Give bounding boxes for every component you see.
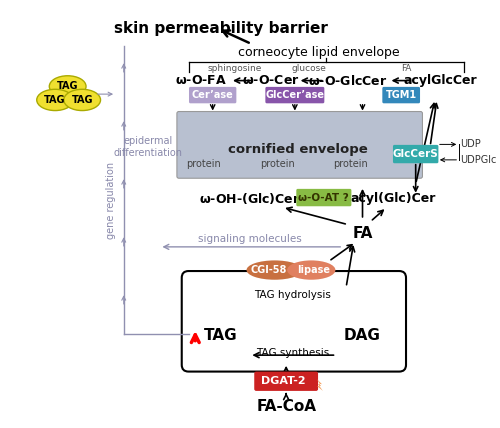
Text: TAG synthesis: TAG synthesis	[256, 348, 330, 358]
Text: TAG hydrolysis: TAG hydrolysis	[254, 290, 332, 300]
Text: $\bf{\omega}$-O-FA: $\bf{\omega}$-O-FA	[175, 74, 227, 87]
Ellipse shape	[50, 76, 86, 97]
Text: GlcCer’ase: GlcCer’ase	[266, 90, 324, 100]
Text: $\bf{\omega}$-O-Cer: $\bf{\omega}$-O-Cer	[242, 74, 300, 87]
FancyBboxPatch shape	[393, 145, 438, 163]
Text: Cer’ase: Cer’ase	[192, 90, 234, 100]
Text: CGI-58: CGI-58	[250, 265, 287, 275]
Text: acyl(Glc)Cer: acyl(Glc)Cer	[351, 192, 436, 205]
Text: epidermal
differentiation: epidermal differentiation	[114, 137, 182, 158]
Text: FA-CoA: FA-CoA	[256, 399, 316, 414]
Ellipse shape	[246, 260, 302, 280]
Text: TGM1: TGM1	[386, 90, 416, 100]
Text: TAG: TAG	[57, 81, 78, 92]
Text: protein: protein	[186, 159, 220, 169]
Text: acylGlcCer: acylGlcCer	[403, 74, 476, 87]
Text: protein: protein	[334, 159, 368, 169]
Text: TAG: TAG	[204, 328, 237, 343]
Text: ω-O-AT ?: ω-O-AT ?	[298, 193, 349, 202]
Text: DGAT-2: DGAT-2	[261, 376, 306, 386]
Ellipse shape	[287, 260, 336, 280]
Text: $\bf{\omega}$-O-GlcCer: $\bf{\omega}$-O-GlcCer	[308, 74, 388, 88]
Text: protein: protein	[260, 159, 295, 169]
FancyBboxPatch shape	[382, 87, 420, 103]
Text: UDP: UDP	[460, 140, 481, 149]
Text: lipase: lipase	[296, 265, 330, 275]
Text: glucose: glucose	[292, 65, 327, 74]
Text: $\bf{\omega}$-OH-(Glc)Cer: $\bf{\omega}$-OH-(Glc)Cer	[198, 191, 300, 206]
Text: GlcCerS: GlcCerS	[393, 149, 438, 159]
Text: DAG: DAG	[344, 328, 381, 343]
Text: corneocyte lipid envelope: corneocyte lipid envelope	[238, 46, 400, 59]
Text: gene regulation: gene regulation	[106, 162, 116, 239]
Polygon shape	[317, 379, 323, 391]
Text: TAG: TAG	[72, 95, 93, 105]
Ellipse shape	[64, 89, 100, 110]
Text: skin permeability barrier: skin permeability barrier	[114, 21, 328, 36]
Ellipse shape	[36, 89, 74, 110]
Text: sphingosine: sphingosine	[208, 65, 262, 74]
FancyBboxPatch shape	[177, 112, 422, 178]
Text: FA: FA	[401, 65, 411, 74]
Text: FA: FA	[352, 226, 372, 241]
Text: UDPGlc: UDPGlc	[460, 155, 496, 165]
FancyBboxPatch shape	[296, 189, 352, 206]
Text: cornified envelope: cornified envelope	[228, 143, 368, 156]
FancyBboxPatch shape	[254, 372, 318, 391]
FancyBboxPatch shape	[189, 87, 236, 103]
Text: TAG: TAG	[44, 95, 66, 105]
FancyBboxPatch shape	[266, 87, 324, 103]
Text: signaling molecules: signaling molecules	[198, 234, 302, 244]
